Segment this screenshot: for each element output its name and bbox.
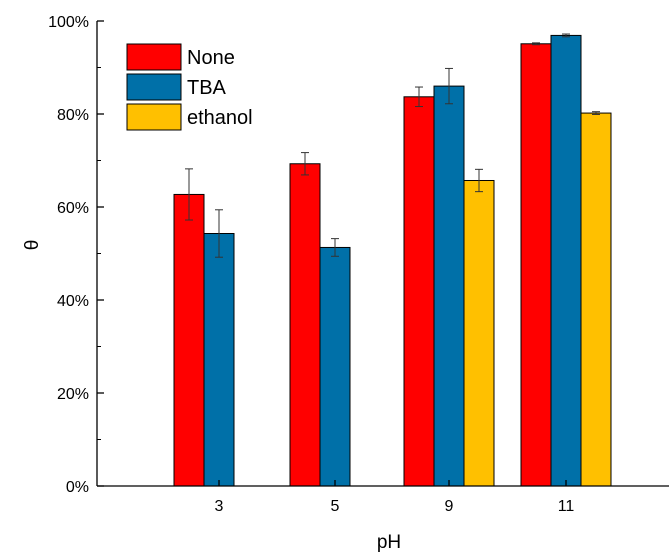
legend: None TBA ethanol — [126, 43, 253, 131]
x-tick-label: 9 — [445, 498, 454, 515]
bars-layer — [173, 34, 612, 487]
bar-tba-ph-3 — [203, 233, 235, 487]
error-bar-tba-ph-5 — [331, 238, 339, 257]
bar-ethanol-ph-11 — [580, 112, 612, 487]
y-axis-title: θ — [22, 240, 43, 251]
y-tick-label: 100% — [48, 14, 89, 31]
bar-tba-ph-5 — [319, 246, 351, 487]
legend-label: TBA — [187, 77, 227, 99]
y-tick-label: 60% — [57, 200, 89, 217]
legend-item-ethanol: ethanol — [126, 103, 253, 131]
axes-layer — [96, 20, 669, 487]
error-bar-ethanol-ph-11 — [592, 111, 600, 115]
legend-item-tba: TBA — [126, 73, 227, 101]
bar-none-ph-5 — [289, 163, 321, 487]
legend-item-none: None — [126, 43, 235, 71]
x-tick-labels: 3 5 9 11 — [215, 498, 575, 515]
x-tick-label: 11 — [558, 498, 575, 515]
bar-none-ph-11 — [520, 43, 552, 487]
x-tick-label: 3 — [215, 498, 224, 515]
y-tick-label: 40% — [57, 293, 89, 310]
y-tick-label: 80% — [57, 107, 89, 124]
bar-none-ph-3 — [173, 193, 205, 487]
error-bars-layer — [185, 33, 600, 258]
bar-none-ph-9 — [403, 96, 435, 487]
legend-swatch — [126, 43, 182, 71]
y-tick-label: 0% — [66, 479, 89, 496]
error-bar-tba-ph-3 — [215, 209, 223, 258]
bar-tba-ph-9 — [433, 85, 465, 487]
legend-swatch — [126, 73, 182, 101]
legend-label: None — [187, 47, 235, 69]
y-tick-label: 20% — [57, 386, 89, 403]
error-bar-tba-ph-11 — [562, 33, 570, 38]
x-tick-label: 5 — [331, 498, 340, 515]
error-bar-none-ph-11 — [532, 42, 540, 46]
error-bar-none-ph-9 — [415, 86, 423, 108]
error-bar-ethanol-ph-9 — [475, 168, 483, 193]
error-bar-none-ph-3 — [185, 168, 193, 221]
legend-swatch — [126, 103, 182, 131]
error-bar-none-ph-5 — [301, 152, 309, 176]
legend-label: ethanol — [187, 107, 253, 129]
y-tick-labels: 0% 20% 40% 60% 80% 100% — [48, 14, 89, 496]
bar-ethanol-ph-9 — [463, 179, 495, 487]
error-bar-tba-ph-9 — [445, 67, 453, 105]
bar-tba-ph-11 — [550, 34, 582, 487]
x-axis-title: pH — [377, 532, 401, 553]
